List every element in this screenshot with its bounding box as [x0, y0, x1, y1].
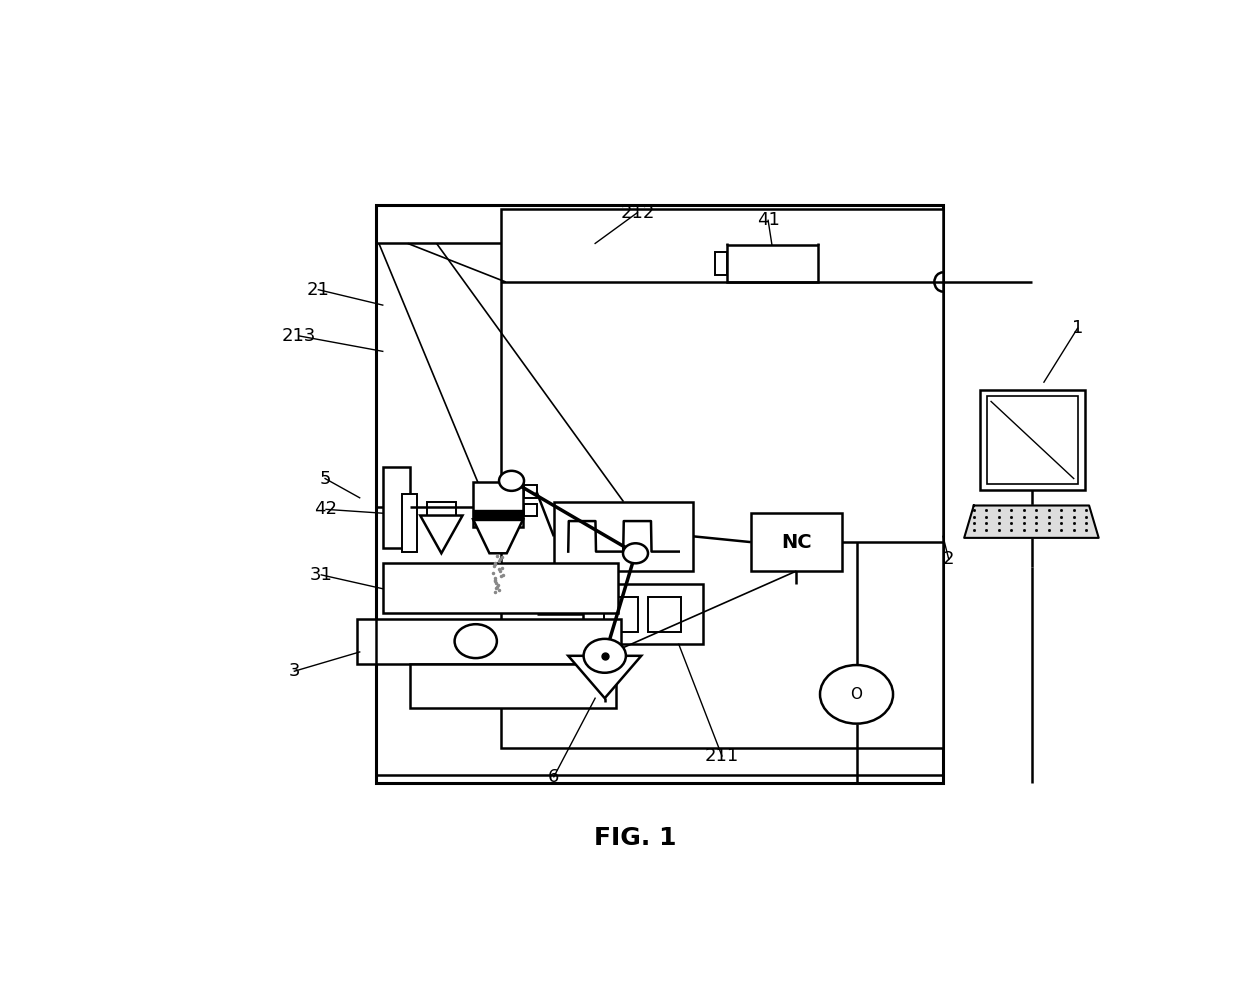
Bar [751, 514, 842, 571]
Bar [474, 482, 523, 528]
Bar [554, 502, 693, 571]
Polygon shape [474, 520, 523, 554]
Polygon shape [965, 506, 1099, 538]
Text: 213: 213 [281, 327, 316, 345]
Circle shape [820, 665, 893, 724]
Bar [427, 502, 456, 516]
Bar [525, 485, 537, 497]
Text: 2: 2 [944, 551, 955, 569]
Text: 5: 5 [320, 469, 331, 487]
Bar [383, 564, 619, 614]
Text: 21: 21 [308, 280, 330, 298]
Bar [376, 205, 942, 783]
Bar [525, 504, 537, 517]
Bar [980, 389, 1085, 490]
Text: 42: 42 [315, 500, 337, 519]
Bar [383, 466, 409, 548]
Bar [501, 209, 942, 749]
Text: 3: 3 [289, 663, 300, 681]
Circle shape [455, 625, 497, 658]
Polygon shape [474, 511, 523, 521]
Text: FIG. 1: FIG. 1 [594, 827, 677, 851]
Circle shape [498, 470, 525, 490]
Bar [727, 245, 818, 282]
Bar [409, 664, 616, 709]
Bar [647, 597, 681, 632]
Bar [583, 585, 703, 645]
Text: O: O [851, 687, 863, 702]
Polygon shape [420, 516, 463, 554]
Circle shape [622, 544, 649, 564]
Bar [987, 396, 1078, 483]
Polygon shape [568, 656, 641, 699]
Text: NC: NC [781, 533, 812, 552]
Circle shape [584, 639, 626, 673]
Bar [604, 597, 637, 632]
Text: 212: 212 [620, 203, 655, 221]
Text: 31: 31 [310, 566, 332, 584]
Text: 41: 41 [756, 211, 780, 229]
Text: 1: 1 [1071, 319, 1084, 337]
Text: 211: 211 [704, 747, 739, 765]
Bar [715, 252, 727, 274]
Bar [402, 493, 418, 552]
Text: 6: 6 [548, 768, 559, 786]
Bar [357, 619, 621, 664]
